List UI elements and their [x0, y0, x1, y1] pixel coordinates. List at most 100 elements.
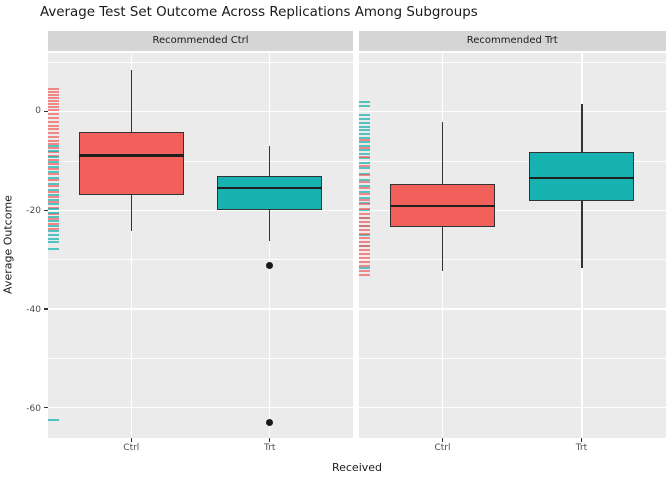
gridline-major — [48, 110, 353, 113]
rug-mark-ctrl — [359, 208, 370, 211]
y-axis-tick — [44, 209, 48, 211]
y-axis-tick — [44, 407, 48, 409]
rug-mark-trt — [359, 121, 370, 124]
rug-mark-trt — [48, 248, 59, 251]
rug-mark-trt — [359, 145, 370, 148]
rug-mark-ctrl — [48, 105, 59, 108]
rug-mark-trt — [48, 212, 59, 215]
rug-mark-ctrl — [48, 93, 59, 96]
rug-mark-ctrl — [359, 233, 370, 236]
boxplot-median — [390, 204, 496, 208]
rug-mark-ctrl — [359, 164, 370, 167]
rug-mark-ctrl — [48, 99, 59, 102]
rug-mark-trt — [48, 176, 59, 179]
rug-mark-ctrl — [359, 221, 370, 224]
rug-mark-ctrl — [48, 108, 59, 111]
y-tick-label-0: 0 — [35, 106, 41, 117]
gridline-vertical — [268, 53, 271, 439]
rug-mark-trt — [48, 203, 59, 206]
rug-mark-ctrl — [48, 159, 59, 162]
rug-mark-trt — [359, 100, 370, 103]
rug-mark-ctrl — [359, 217, 370, 220]
rug-mark-ctrl — [359, 229, 370, 232]
rug-mark-ctrl — [359, 264, 370, 267]
rug-mark-trt — [359, 190, 370, 193]
gridline-major — [48, 209, 353, 212]
rug-mark-ctrl — [359, 192, 370, 195]
rug-mark-ctrl — [48, 201, 59, 204]
facet-strip-label: Recommended Trt — [466, 35, 558, 47]
panel-background — [48, 53, 353, 439]
rug-mark-ctrl — [359, 213, 370, 216]
outlier-point — [266, 418, 274, 426]
gridline-minor — [359, 160, 666, 162]
rug-mark-ctrl — [359, 260, 370, 263]
rug-mark-ctrl — [48, 120, 59, 123]
rug-mark-ctrl — [359, 180, 370, 183]
x-tick-label-trt: Trt — [263, 443, 276, 453]
x-tick-label-ctrl: Ctrl — [123, 443, 140, 453]
whisker-lower — [581, 201, 583, 269]
gridline-major — [359, 406, 666, 409]
rug-mark-trt — [359, 104, 370, 107]
whisker-lower — [130, 195, 132, 231]
rug-mark-ctrl — [48, 163, 59, 165]
rug-mark-trt — [48, 182, 59, 185]
rug-mark-ctrl — [48, 167, 59, 170]
rug-mark-ctrl — [48, 136, 59, 139]
rug-mark-ctrl — [359, 237, 370, 239]
rug-mark-trt — [359, 113, 370, 116]
rug-mark-ctrl — [359, 203, 370, 206]
rug-mark-ctrl — [359, 252, 370, 255]
gridline-major — [359, 308, 666, 310]
rug-mark-trt — [48, 237, 59, 240]
rug-mark-ctrl — [48, 184, 59, 187]
rug-mark-trt — [48, 198, 59, 201]
rug-mark-trt — [359, 209, 370, 212]
rug-mark-trt — [359, 133, 370, 136]
rug-mark-ctrl — [48, 88, 59, 90]
y-axis-tick — [44, 308, 48, 310]
rug-mark-trt — [359, 266, 370, 269]
gridline-minor — [359, 259, 666, 261]
rug-mark-ctrl — [48, 112, 59, 115]
rug-mark-ctrl — [359, 240, 370, 243]
gridline-major — [359, 209, 666, 212]
whisker-upper — [581, 103, 583, 152]
whisker-lower — [269, 210, 271, 242]
rug-mark-trt — [359, 178, 370, 181]
facet-strip-recommended-ctrl: Recommended Ctrl — [48, 30, 353, 51]
boxplot-median — [217, 186, 323, 190]
rug-mark-trt — [359, 141, 370, 144]
rug-mark-ctrl — [48, 102, 59, 105]
gridline-minor — [48, 61, 353, 63]
rug-mark-ctrl — [48, 223, 59, 226]
rug-mark-ctrl — [359, 139, 370, 142]
rug-mark-trt — [48, 220, 59, 223]
chart-title: Average Test Set Outcome Across Replicat… — [40, 5, 478, 20]
x-axis-tick — [581, 438, 583, 442]
rug-mark-trt — [48, 418, 59, 421]
boxplot-box-ctrl — [78, 131, 184, 196]
gridline-minor — [48, 357, 353, 359]
whisker-upper — [269, 146, 271, 176]
facet-strip-recommended-trt: Recommended Trt — [359, 30, 666, 51]
rug-mark-ctrl — [48, 132, 59, 135]
y-tick-label--20: -20 — [26, 205, 41, 216]
rug-mark-ctrl — [48, 195, 59, 198]
rug-mark-trt — [48, 230, 59, 233]
y-axis-title: Average Outcome — [1, 195, 15, 294]
rug-mark-trt — [359, 184, 370, 187]
boxplot-median — [78, 154, 184, 157]
rug-mark-ctrl — [359, 156, 370, 159]
gridline-minor — [359, 357, 666, 359]
rug-mark-trt — [359, 162, 370, 164]
rug-mark-trt — [48, 216, 59, 219]
rug-mark-ctrl — [359, 244, 370, 247]
rug-mark-ctrl — [359, 256, 370, 259]
rug-mark-ctrl — [48, 116, 59, 119]
rug-mark-trt — [359, 137, 370, 140]
rug-mark-trt — [48, 170, 59, 173]
rug-mark-ctrl — [359, 225, 370, 228]
